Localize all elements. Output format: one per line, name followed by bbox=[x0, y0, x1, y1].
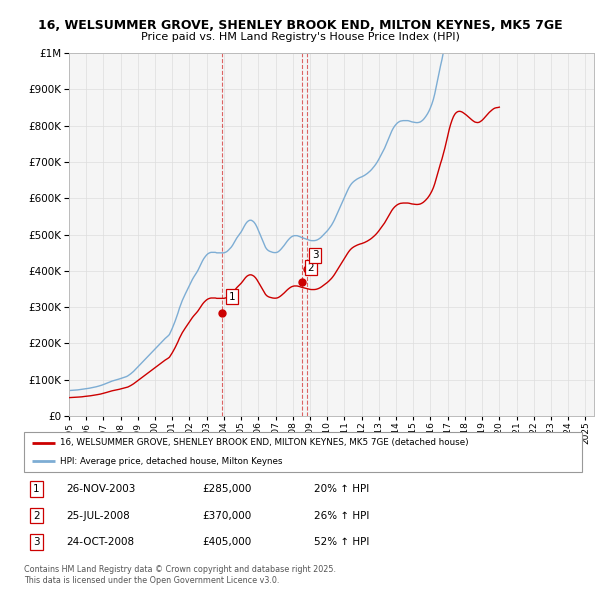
Text: Price paid vs. HM Land Registry's House Price Index (HPI): Price paid vs. HM Land Registry's House … bbox=[140, 32, 460, 42]
Text: 3: 3 bbox=[312, 250, 319, 260]
Text: 2: 2 bbox=[308, 263, 314, 273]
Text: 2: 2 bbox=[33, 510, 40, 520]
Text: 1: 1 bbox=[229, 292, 236, 302]
Text: Contains HM Land Registry data © Crown copyright and database right 2025.
This d: Contains HM Land Registry data © Crown c… bbox=[24, 565, 336, 585]
Text: 16, WELSUMMER GROVE, SHENLEY BROOK END, MILTON KEYNES, MK5 7GE: 16, WELSUMMER GROVE, SHENLEY BROOK END, … bbox=[38, 19, 562, 32]
Text: 52% ↑ HPI: 52% ↑ HPI bbox=[314, 537, 370, 547]
Text: HPI: Average price, detached house, Milton Keynes: HPI: Average price, detached house, Milt… bbox=[60, 457, 283, 466]
Text: 16, WELSUMMER GROVE, SHENLEY BROOK END, MILTON KEYNES, MK5 7GE (detached house): 16, WELSUMMER GROVE, SHENLEY BROOK END, … bbox=[60, 438, 469, 447]
Text: 25-JUL-2008: 25-JUL-2008 bbox=[66, 510, 130, 520]
Text: 1: 1 bbox=[33, 484, 40, 494]
Text: 26-NOV-2003: 26-NOV-2003 bbox=[66, 484, 135, 494]
Text: £405,000: £405,000 bbox=[203, 537, 252, 547]
Text: 26% ↑ HPI: 26% ↑ HPI bbox=[314, 510, 370, 520]
Text: 3: 3 bbox=[33, 537, 40, 547]
Text: £285,000: £285,000 bbox=[203, 484, 252, 494]
Text: £370,000: £370,000 bbox=[203, 510, 252, 520]
Text: 20% ↑ HPI: 20% ↑ HPI bbox=[314, 484, 370, 494]
Text: 24-OCT-2008: 24-OCT-2008 bbox=[66, 537, 134, 547]
FancyBboxPatch shape bbox=[24, 432, 582, 472]
